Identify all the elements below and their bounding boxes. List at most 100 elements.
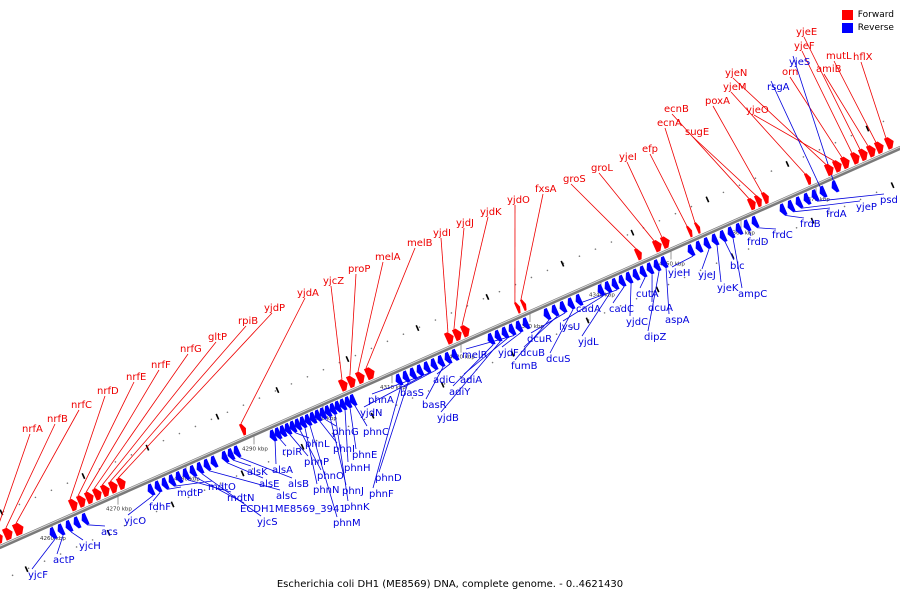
reverse-label-line: [354, 405, 368, 427]
forward-gene-arrow: [746, 198, 756, 211]
gene-label-reverse: basS: [400, 388, 424, 399]
reverse-gene-arrow: [597, 283, 606, 297]
reverse-gene-arrow: [803, 192, 812, 205]
gene-label-reverse: yjcO: [124, 516, 146, 527]
reverse-arrow-shape: [73, 516, 82, 529]
ruler-dot: [834, 141, 837, 144]
reverse-label-line: [329, 416, 347, 486]
gene-label-reverse: mdtN: [227, 493, 255, 504]
reverse-gene-arrow: [284, 422, 293, 435]
reverse-label-line: [174, 480, 213, 487]
legend: Forward Reverse: [841, 8, 894, 34]
ruler-dot: [187, 496, 190, 499]
forward-gene-arrow: [857, 148, 868, 162]
ruler-mark: [275, 387, 280, 394]
reverse-label-line: [344, 410, 349, 463]
forward-gene-arrow: [459, 325, 470, 338]
gene-label-forward: efp: [642, 144, 658, 155]
ruler-mark: [215, 413, 220, 420]
reverse-label-line: [372, 385, 402, 489]
forward-gene-arrow: [0, 531, 3, 545]
forward-label-line: [803, 36, 861, 150]
reverse-gene-arrow: [221, 450, 230, 463]
reverse-gene-arrow: [402, 370, 411, 383]
ruler-dot: [34, 496, 37, 499]
forward-label-line: [15, 409, 80, 524]
ruler-dot: [571, 326, 574, 328]
forward-label-line: [730, 91, 806, 175]
reverse-gene-arrow: [57, 523, 66, 536]
ruler-mark: [705, 196, 710, 203]
forward-gene-arrow: [75, 495, 86, 508]
reverse-arrow-shape: [344, 396, 353, 409]
forward-arrow-shape: [857, 148, 868, 162]
reverse-arrow-shape: [779, 203, 788, 216]
forward-label-line: [330, 285, 343, 380]
reverse-label-line: [801, 200, 861, 209]
reverse-arrow-shape: [430, 358, 439, 371]
gene-label-reverse: frdB: [800, 219, 821, 230]
ruler-dot: [379, 411, 382, 413]
forward-label-line: [860, 61, 887, 138]
ruler-dot: [18, 503, 21, 506]
reverse-arrow-shape: [687, 244, 696, 257]
reverse-label-line: [363, 375, 423, 408]
ruler-mark: [24, 566, 29, 573]
reverse-gene-arrow: [831, 180, 840, 193]
ruler-dot: [226, 411, 229, 414]
ruler-dot: [283, 453, 286, 456]
reverse-arrow-shape: [811, 189, 820, 202]
reverse-arrow-shape: [639, 265, 648, 278]
reverse-label-line: [647, 271, 660, 332]
ruler-dot: [306, 375, 309, 378]
forward-gene-arrow: [337, 379, 348, 392]
ruler-dot: [763, 241, 766, 243]
forward-label-line: [461, 216, 489, 326]
reverse-arrow-shape: [339, 398, 348, 411]
forward-gene-arrow: [633, 248, 642, 261]
reverse-label-line: [403, 369, 437, 388]
reverse-arrow-shape: [727, 226, 736, 239]
forward-arrow-shape: [337, 379, 348, 392]
reverse-gene-arrow: [334, 400, 343, 413]
gene-label-forward: nrfD: [97, 386, 119, 397]
ruler-dot: [194, 425, 197, 428]
reverse-label-line: [232, 459, 252, 467]
ruler-dot: [594, 248, 597, 250]
reverse-gene-arrow: [559, 300, 568, 314]
reverse-arrow-shape: [494, 329, 503, 342]
forward-label-line: [117, 312, 273, 479]
forward-label-line: [453, 227, 465, 330]
reverse-arrow-shape: [625, 271, 634, 284]
reverse-label-line: [425, 366, 444, 400]
gene-label-forward: groS: [563, 174, 586, 185]
reverse-label-line: [334, 414, 349, 502]
reverse-gene-arrow: [437, 354, 446, 368]
reverse-arrow-shape: [508, 323, 517, 336]
ruler-dot: [11, 574, 14, 577]
ruler-dot: [626, 234, 629, 236]
forward-gene-arrow: [651, 239, 662, 253]
ruler-dot: [658, 219, 661, 222]
ruler-dot: [747, 248, 750, 250]
reverse-gene-arrow: [567, 297, 576, 310]
ruler-dot: [251, 468, 254, 470]
gene-label-forward: yjdK: [480, 207, 502, 218]
gene-label-forward: nrfG: [180, 344, 202, 355]
ruler-dot: [50, 489, 53, 492]
ruler-mark: [585, 317, 590, 324]
gene-label-forward: mutL: [826, 51, 852, 62]
gene-label-reverse: phnE: [352, 450, 377, 461]
reverse-gene-arrow: [703, 236, 712, 250]
reverse-gene-arrow: [304, 413, 313, 427]
reverse-arrow-shape: [196, 461, 205, 474]
reverse-label-line: [793, 207, 831, 213]
reverse-gene-arrow: [646, 262, 655, 275]
ruler-dot: [386, 340, 389, 343]
gene-label-reverse: dcuS: [546, 354, 571, 365]
forward-label-line: [357, 261, 384, 373]
forward-label-line: [240, 297, 306, 424]
ruler-mark: [510, 350, 515, 357]
gene-label-forward: yjdP: [264, 303, 285, 314]
reverse-gene-arrow: [819, 185, 828, 198]
